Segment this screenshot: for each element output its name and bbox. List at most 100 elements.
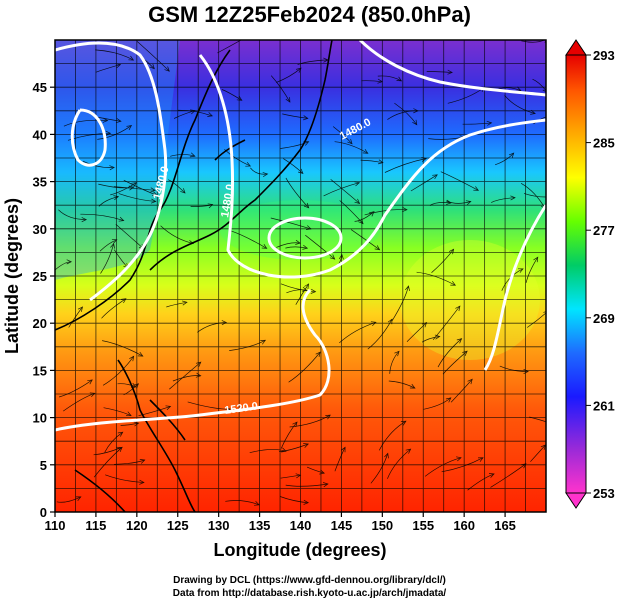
streamline-arrowhead <box>295 473 302 479</box>
streamline-arrowhead <box>384 452 389 459</box>
streamline <box>323 182 360 197</box>
streamline <box>166 301 187 308</box>
streamline-arrowhead <box>165 405 172 411</box>
streamline <box>490 463 527 488</box>
streamline <box>172 375 201 382</box>
streamline-arrowhead <box>262 172 269 177</box>
streamline-arrowhead <box>409 383 416 389</box>
streamline-arrowhead <box>369 211 375 217</box>
streamline-arrowhead <box>182 300 188 306</box>
streamline-arrowhead <box>542 87 546 92</box>
streamline-arrowhead <box>325 414 331 420</box>
streamline <box>432 305 461 341</box>
streamline-arrowhead <box>412 119 418 126</box>
streamline <box>224 149 251 167</box>
streamline-arrowhead <box>523 368 529 375</box>
streamline-arrowhead <box>295 239 301 245</box>
credit-drawing: Drawing by DCL (https://www.gfd-dennou.o… <box>173 575 446 586</box>
wind-streamlines <box>55 40 546 506</box>
streamline <box>367 319 393 350</box>
streamline-arrowhead <box>520 463 527 469</box>
streamline-arrowhead <box>303 443 309 448</box>
streamline-arrowhead <box>115 63 122 69</box>
streamline <box>467 473 495 491</box>
streamline-arrowhead <box>465 200 472 206</box>
streamline <box>429 202 452 206</box>
geopotential-contours <box>55 40 546 432</box>
streamline <box>278 443 309 453</box>
streamline-arrowhead <box>301 286 308 292</box>
streamline <box>169 361 202 390</box>
coastlines <box>55 40 333 512</box>
streamline-arrowhead <box>445 397 452 403</box>
streamline-arrowhead <box>338 253 344 260</box>
streamline <box>330 179 360 204</box>
streamline <box>389 351 400 374</box>
streamline <box>104 431 123 453</box>
streamline-arrowhead <box>126 125 133 131</box>
streamline <box>394 102 418 125</box>
streamline <box>286 289 307 294</box>
credit-data-source: Data from http://database.rish.kyoto-u.a… <box>172 588 447 599</box>
streamline <box>529 416 546 423</box>
streamline <box>123 179 158 196</box>
streamline-arrowhead <box>260 339 267 345</box>
streamline <box>63 119 108 127</box>
streamline <box>58 209 87 220</box>
streamline <box>440 171 479 191</box>
streamline-arrowhead <box>105 130 112 136</box>
x-tick-label: 130 <box>208 518 230 533</box>
streamline-arrowhead <box>421 322 428 328</box>
streamline-arrowhead <box>190 109 196 115</box>
streamline-arrowhead <box>116 118 122 124</box>
y-tick-label: 5 <box>40 458 47 473</box>
streamline-arrowhead <box>137 351 144 357</box>
streamline <box>462 122 492 125</box>
streamline <box>98 183 134 189</box>
streamline-arrowhead <box>113 195 120 201</box>
streamline <box>270 217 312 230</box>
streamline-arrowhead <box>305 225 312 230</box>
streamline <box>229 230 267 249</box>
streamline <box>387 110 418 120</box>
streamline <box>521 40 546 43</box>
x-tick-label: 135 <box>249 518 271 533</box>
streamline <box>377 75 402 82</box>
streamline-arrowhead <box>488 473 495 478</box>
streamline-arrowhead <box>236 95 243 101</box>
streamline-arrowhead <box>66 259 73 265</box>
streamline <box>96 116 121 122</box>
streamline <box>280 474 301 479</box>
streamline <box>68 306 83 328</box>
streamline-arrowhead <box>396 76 403 82</box>
colorbar-gradient <box>565 54 587 494</box>
streamline <box>59 379 93 398</box>
streamline <box>391 285 409 321</box>
streamline-arrowhead <box>189 152 196 158</box>
streamline <box>280 141 309 149</box>
streamline-arrowhead <box>446 199 452 205</box>
streamline <box>282 113 308 119</box>
streamline <box>431 249 454 273</box>
streamline-arrowhead <box>456 456 462 462</box>
streamline <box>334 141 368 154</box>
x-tick-label: 115 <box>85 518 106 533</box>
streamline <box>297 59 328 65</box>
streamline <box>187 401 231 410</box>
streamline-arrowhead <box>322 482 329 488</box>
streamline-arrowhead <box>207 112 213 117</box>
streamline <box>421 336 440 343</box>
streamline <box>406 322 427 342</box>
streamline <box>136 41 170 72</box>
colorbar-tick-label: 285 <box>593 136 615 151</box>
streamline-arrowhead <box>180 188 186 194</box>
streamline-arrowhead <box>133 421 140 427</box>
credits: Drawing by DCL (https://www.gfd-dennou.o… <box>0 574 619 600</box>
streamline <box>113 186 156 191</box>
streamline-arrowhead <box>128 55 135 61</box>
y-tick-label: 25 <box>33 269 47 284</box>
x-tick-label: 165 <box>494 518 516 533</box>
streamline <box>350 229 380 251</box>
streamline <box>361 80 383 83</box>
streamline <box>167 179 186 194</box>
